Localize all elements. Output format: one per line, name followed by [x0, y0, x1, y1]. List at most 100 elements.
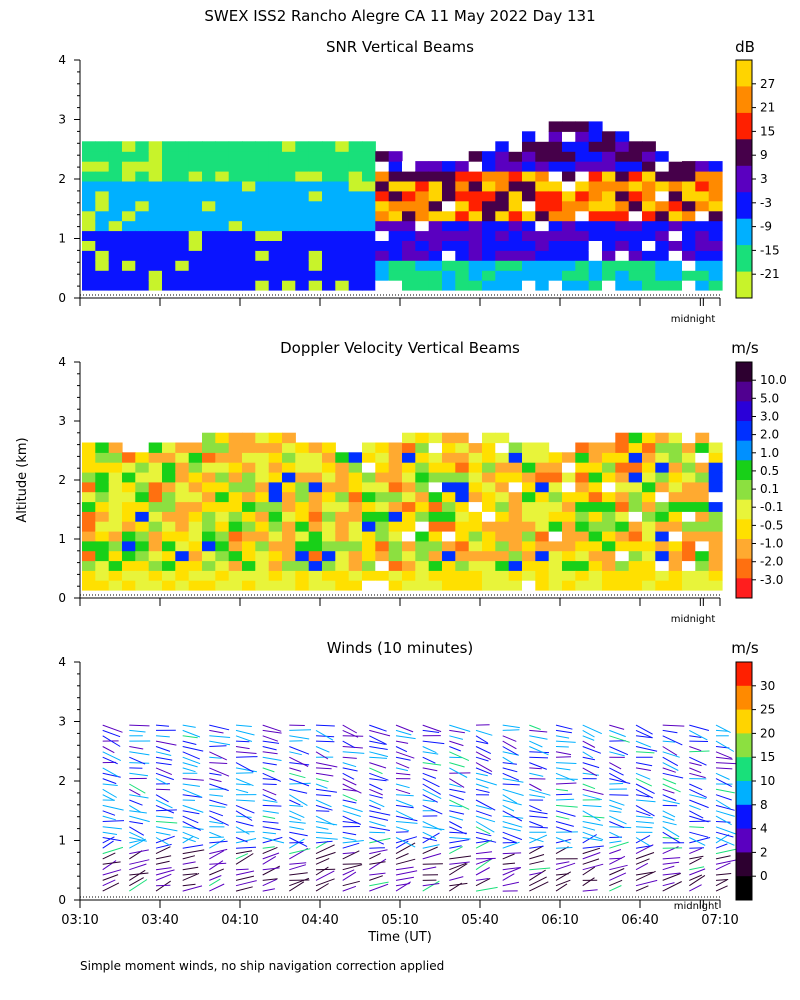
snr-heat-cell	[242, 250, 256, 261]
snr-heat-cell	[548, 260, 563, 271]
snr-heat-cell	[642, 240, 656, 251]
doppler-heat-cell	[148, 472, 163, 483]
doppler-heat-cell	[202, 501, 216, 512]
wind-barb	[422, 799, 435, 803]
wind-barb	[369, 778, 387, 782]
snr-heat-cell	[535, 161, 550, 172]
doppler-heat-cell	[322, 442, 336, 453]
wind-barb	[342, 724, 358, 734]
snr-heat-cell	[642, 260, 656, 271]
doppler-heat-cell	[108, 511, 123, 522]
doppler-heat-cell	[708, 452, 723, 463]
snr-heat-cell	[602, 240, 616, 251]
doppler-heat-cell	[482, 580, 496, 591]
doppler-heat-cell	[215, 570, 230, 581]
doppler-heat-cell	[335, 452, 350, 463]
wind-barb	[422, 746, 437, 754]
doppler-heat-cell	[428, 540, 443, 552]
wind-barb	[582, 735, 595, 741]
snr-colorbar-label: -9	[760, 220, 772, 234]
snr-heat-cell	[548, 121, 563, 132]
doppler-heat-cell	[548, 481, 563, 493]
wind-barb	[502, 799, 522, 806]
wind-barb	[395, 729, 412, 736]
doppler-heat-cell	[602, 452, 616, 463]
snr-heat-cell	[362, 161, 376, 172]
snr-heat-cell	[242, 161, 256, 172]
wind-barb	[449, 788, 466, 793]
wind-barb	[555, 778, 578, 780]
doppler-heat-cell	[575, 531, 590, 542]
doppler-heat-cell	[95, 531, 110, 542]
snr-heat-cell	[295, 230, 310, 241]
doppler-heat-cell	[388, 521, 403, 532]
doppler-heat-cell	[655, 472, 670, 483]
snr-heat-cell	[548, 171, 563, 182]
doppler-heat-cell	[535, 580, 550, 591]
wind-barb	[555, 751, 572, 756]
doppler-heat-cell	[415, 462, 430, 473]
wind-barb	[235, 772, 254, 774]
wind-barb	[449, 799, 470, 810]
wind-barb	[289, 815, 302, 821]
wind-barb	[502, 735, 517, 742]
snr-heat-cell	[295, 200, 310, 212]
snr-heat-cell	[82, 220, 96, 232]
doppler-heat-cell	[482, 501, 496, 512]
snr-heat-cell	[255, 161, 270, 172]
wind-barb	[475, 840, 489, 844]
doppler-heat-cell	[668, 550, 683, 562]
wind-barb	[235, 746, 250, 750]
doppler-heat-cell	[428, 481, 443, 493]
doppler-heat-cell	[295, 472, 310, 483]
snr-heat-cell	[268, 190, 283, 202]
doppler-heat-cell	[495, 481, 510, 493]
doppler-heat-cell	[495, 452, 510, 463]
snr-heat-cell	[108, 270, 123, 281]
shared-y-axis-label: Altitude (km)	[15, 437, 30, 522]
wind-barb	[529, 854, 545, 860]
snr-heat-cell	[482, 210, 496, 222]
wind-barb	[289, 746, 310, 755]
wind-barb	[262, 867, 280, 871]
wind-barb	[369, 751, 389, 758]
snr-heat-cell	[495, 220, 510, 232]
doppler-heat-cell	[308, 580, 323, 591]
snr-heat-cell	[188, 180, 203, 192]
doppler-colorbar-swatch	[736, 362, 752, 383]
snr-heat-cell	[588, 270, 603, 281]
wind-barb	[662, 831, 681, 844]
snr-heat-cell	[375, 220, 390, 232]
doppler-heat-cell	[575, 452, 590, 463]
doppler-colorbar-swatch	[736, 558, 752, 579]
snr-heat-cell	[415, 240, 430, 251]
doppler-heat-cell	[695, 472, 710, 483]
snr-heat-cell	[615, 141, 630, 152]
doppler-heat-cell	[282, 462, 296, 473]
doppler-heat-cell	[175, 452, 190, 463]
doppler-heat-cell	[295, 580, 310, 591]
wind-barb	[609, 841, 629, 849]
snr-heat-cell	[575, 280, 590, 291]
snr-heat-cell	[562, 141, 576, 152]
snr-heat-cell	[322, 270, 336, 281]
snr-heat-cell	[455, 260, 470, 271]
wind-barb	[369, 837, 391, 844]
doppler-heat-cell	[308, 442, 323, 453]
wind-barb	[129, 783, 146, 794]
doppler-heat-cell	[362, 531, 376, 542]
doppler-heat-cell	[602, 511, 616, 522]
snr-heat-cell	[628, 180, 643, 192]
snr-heat-cell	[428, 161, 443, 172]
snr-heat-cell	[708, 180, 723, 192]
wind-barb	[475, 778, 497, 786]
wind-barb	[582, 746, 602, 754]
wind-barb	[395, 746, 408, 753]
doppler-heat-cell	[522, 491, 536, 503]
wind-barb	[289, 872, 308, 876]
wind-barb	[342, 810, 361, 817]
wind-barb	[502, 881, 520, 887]
wind-barb	[395, 815, 418, 822]
doppler-heatmap	[82, 432, 723, 591]
doppler-heat-cell	[615, 511, 630, 522]
